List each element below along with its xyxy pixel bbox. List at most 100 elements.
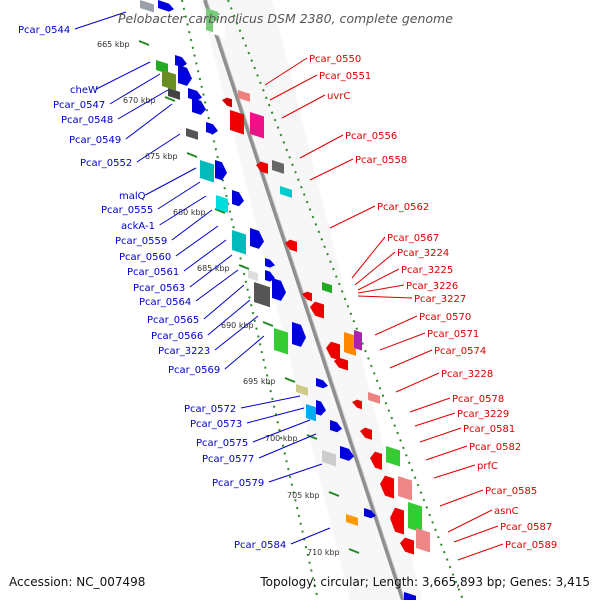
- gene-feature: [213, 20, 225, 38]
- gene-label-left[interactable]: Pcar_3223: [158, 346, 210, 357]
- gene-label-right[interactable]: Pcar_3228: [441, 369, 493, 380]
- gene-label-left[interactable]: Pcar_0566: [151, 331, 203, 342]
- gene-feature: [256, 161, 268, 174]
- leader-line-right: [281, 94, 326, 119]
- gene-label-left[interactable]: Pcar_0569: [168, 365, 220, 376]
- gene-label-right[interactable]: Pcar_0571: [427, 329, 479, 340]
- gene-label-left[interactable]: Pcar_0579: [212, 478, 264, 489]
- gene-features: [140, 0, 430, 600]
- gene-feature: [216, 195, 228, 213]
- gene-label-right[interactable]: Pcar_0574: [434, 346, 486, 357]
- gene-label-left[interactable]: Pcar_0577: [202, 454, 254, 465]
- leader-line-left: [246, 407, 305, 424]
- leader-line-right: [264, 57, 308, 86]
- kbp-tick-label: 695 kbp: [243, 377, 276, 386]
- gene-label-right[interactable]: Pcar_3225: [401, 265, 453, 276]
- genome-axis-highlight: [206, 0, 406, 600]
- leader-line-right: [389, 349, 433, 369]
- gene-label-right[interactable]: Pcar_0589: [505, 540, 557, 551]
- leader-line-right: [357, 284, 405, 294]
- leader-line-right: [269, 74, 318, 101]
- gene-feature: [404, 592, 416, 600]
- gene-label-left[interactable]: Pcar_0563: [133, 283, 185, 294]
- gene-feature: [200, 160, 214, 183]
- gene-feature: [370, 451, 382, 470]
- gene-label-right[interactable]: Pcar_0585: [485, 486, 537, 497]
- leader-line-right: [379, 332, 426, 351]
- gene-label-right[interactable]: Pcar_0551: [319, 71, 371, 82]
- leader-line-left: [136, 133, 181, 163]
- leader-line-right: [409, 397, 451, 413]
- gene-label-left[interactable]: Pcar_0564: [139, 297, 191, 308]
- gene-label-right[interactable]: Pcar_3226: [406, 281, 458, 292]
- gene-label-right[interactable]: Pcar_0581: [463, 424, 515, 435]
- gene-label-left[interactable]: Pcar_0584: [234, 540, 286, 551]
- leader-line-left: [157, 181, 201, 210]
- gene-label-right[interactable]: Pcar_3227: [414, 294, 466, 305]
- gene-label-left[interactable]: Pcar_0561: [127, 267, 179, 278]
- gene-label-left[interactable]: ackA-1: [121, 221, 155, 232]
- gene-feature: [140, 0, 154, 13]
- gene-label-left[interactable]: Pcar_0559: [115, 236, 167, 247]
- kbp-tick-mark: [262, 321, 274, 327]
- label-leader-lines: [74, 11, 504, 561]
- gene-label-right[interactable]: prfC: [477, 461, 498, 472]
- gene-feature: [188, 88, 202, 101]
- gene-label-right[interactable]: uvrC: [327, 91, 350, 102]
- gene-label-left[interactable]: Pcar_0549: [69, 135, 121, 146]
- gene-feature: [408, 501, 422, 533]
- kbp-tick-label: 675 kbp: [145, 152, 178, 161]
- gene-label-left[interactable]: Pcar_0565: [147, 315, 199, 326]
- gene-label-right[interactable]: Pcar_0550: [309, 54, 361, 65]
- gene-label-right[interactable]: Pcar_3224: [397, 248, 449, 259]
- gene-feature: [232, 190, 244, 207]
- accession-text: Accession: NC_007498: [9, 575, 145, 589]
- gene-label-left[interactable]: Pcar_0548: [61, 115, 113, 126]
- gene-label-right[interactable]: Pcar_3229: [457, 409, 509, 420]
- kbp-tick-label: 705 kbp: [287, 491, 320, 500]
- gene-feature: [274, 328, 288, 355]
- leader-line-left: [117, 89, 169, 120]
- gene-label-left[interactable]: Pcar_0573: [190, 419, 242, 430]
- gene-feature: [398, 476, 412, 501]
- leader-line-left: [145, 167, 197, 196]
- kbp-tick-mark: [306, 434, 318, 440]
- gene-label-right[interactable]: Pcar_0587: [500, 522, 552, 533]
- leader-line-left: [258, 433, 317, 459]
- leader-line-left: [96, 61, 151, 90]
- gene-label-left[interactable]: malQ: [119, 191, 146, 202]
- gene-label-right[interactable]: Pcar_0570: [419, 312, 471, 323]
- leader-line-right: [414, 412, 456, 427]
- gene-label-left[interactable]: Pcar_0572: [184, 404, 236, 415]
- gene-feature: [175, 55, 187, 68]
- gene-label-right[interactable]: Pcar_0567: [387, 233, 439, 244]
- gene-label-right[interactable]: Pcar_0578: [452, 394, 504, 405]
- gene-label-left[interactable]: Pcar_0560: [119, 252, 171, 263]
- gene-label-left[interactable]: Pcar_0552: [80, 158, 132, 169]
- gene-feature: [158, 0, 174, 12]
- leader-line-right: [457, 543, 504, 561]
- leader-line-left: [240, 395, 301, 409]
- gene-label-right[interactable]: Pcar_0562: [377, 202, 429, 213]
- gene-label-left[interactable]: Pcar_0555: [101, 205, 153, 216]
- gene-label-right[interactable]: Pcar_0556: [345, 131, 397, 142]
- genome-title: Pelobacter carbinolicus DSM 2380, comple…: [118, 11, 453, 26]
- kbp-tick-label: 665 kbp: [97, 40, 130, 49]
- kbp-tick-mark: [328, 491, 340, 497]
- gene-feature: [364, 508, 376, 519]
- gene-feature: [168, 88, 180, 100]
- gene-label-left[interactable]: Pcar_0575: [196, 438, 248, 449]
- leader-line-left: [203, 284, 245, 320]
- gene-feature: [330, 420, 342, 433]
- gene-label-right[interactable]: Pcar_0558: [355, 155, 407, 166]
- gene-label-left[interactable]: cheW: [70, 85, 98, 96]
- leader-line-right: [447, 509, 493, 533]
- gene-label-left[interactable]: Pcar_0544: [18, 25, 70, 36]
- gene-label-left[interactable]: Pcar_0547: [53, 100, 105, 111]
- kbp-tick-mark: [284, 377, 296, 383]
- genome-axis: [203, 0, 405, 600]
- gene-label-right[interactable]: asnC: [494, 506, 519, 517]
- gene-label-right[interactable]: Pcar_0582: [469, 442, 521, 453]
- kbp-tick-mark: [138, 40, 150, 46]
- gene-feature: [178, 65, 192, 86]
